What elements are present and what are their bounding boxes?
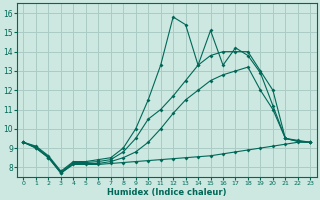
X-axis label: Humidex (Indice chaleur): Humidex (Indice chaleur)	[107, 188, 227, 197]
